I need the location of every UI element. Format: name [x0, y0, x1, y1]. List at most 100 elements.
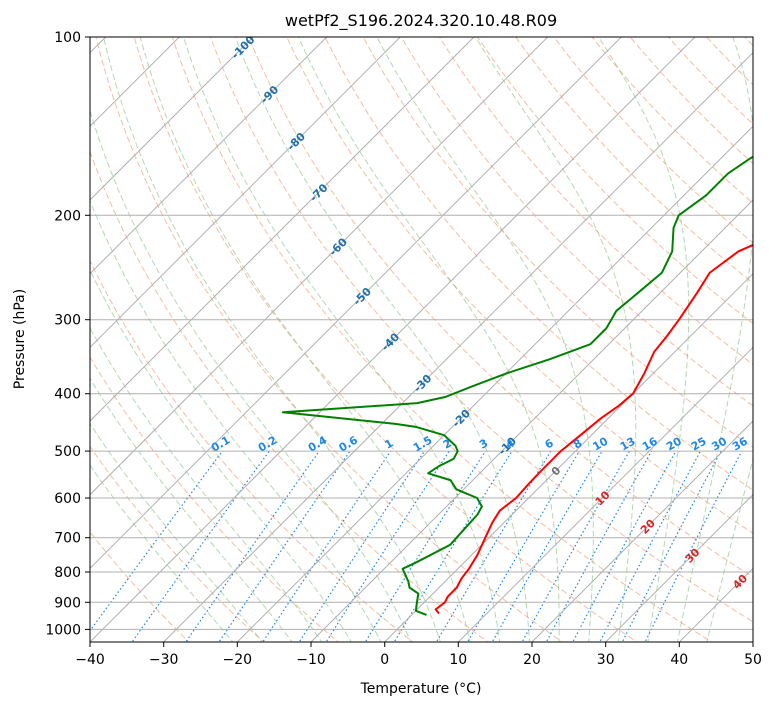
x-tick-label: −40 [75, 652, 105, 668]
mixing-ratio-label: 2 [441, 437, 454, 452]
y-tick-label: 600 [54, 491, 81, 507]
y-axis: 100 200 300 400 500 600 700 800 900 1000 [45, 30, 90, 638]
skewed-isotherm [90, 37, 181, 128]
dry-adiabat [286, 37, 753, 534]
skewed-isotherm [752, 641, 753, 642]
dry-adiabat [400, 37, 753, 407]
pressure-gridlines [90, 37, 753, 630]
x-axis-label: Temperature (°C) [360, 681, 482, 697]
mixing-ratio-line [131, 450, 270, 642]
moist-adiabat [90, 377, 293, 642]
moist-adiabat [90, 108, 412, 642]
dry-adiabat [248, 37, 753, 578]
dry-adiabat [209, 37, 753, 623]
dry-adiabat [90, 445, 265, 642]
y-tick-label: 800 [54, 565, 81, 581]
x-axis: −40 −30 −20 −10 0 10 20 30 40 50 [75, 642, 762, 668]
plot-frame [89, 36, 754, 643]
dry-adiabat [515, 37, 753, 284]
mixing-ratio-label: 3 [477, 437, 490, 452]
y-tick-label: 500 [54, 444, 81, 460]
isotherm-label: -80 [285, 130, 308, 153]
skewed-isotherms [90, 37, 753, 642]
y-tick-label: 200 [54, 208, 81, 224]
skewed-isotherm [457, 346, 753, 642]
mixing-ratio-line [185, 450, 320, 642]
moist-adiabat [90, 269, 352, 642]
skewed-isotherm [90, 37, 402, 349]
mixing-ratio-line [262, 450, 392, 642]
skewed-isotherm [90, 37, 328, 275]
isotherm-label: -90 [258, 83, 281, 106]
dry-adiabat [438, 37, 753, 366]
skewed-isotherm [604, 493, 753, 642]
moist-adiabat [474, 37, 637, 642]
moist-adiabat [598, 37, 690, 642]
moist-adiabat [90, 199, 382, 642]
y-tick-label: 100 [54, 30, 81, 46]
y-tick-label: 700 [54, 531, 81, 547]
skewed-isotherm [90, 37, 254, 201]
dry-adiabats [90, 24, 775, 645]
x-tick-label: 20 [523, 652, 541, 668]
x-tick-label: 10 [449, 652, 467, 668]
dry-adiabat [770, 24, 775, 645]
isotherm-label: -30 [411, 372, 434, 395]
x-tick-label: −30 [149, 652, 179, 668]
mixing-ratio-line [572, 450, 677, 642]
mixing-ratio-line [364, 450, 486, 642]
moist-adiabat [376, 37, 594, 642]
mixing-ratio-lines [90, 450, 743, 642]
chart-title: wetPf2_S196.2024.320.10.48.R09 [285, 11, 557, 31]
skewed-isotherm [236, 125, 753, 642]
y-tick-label: 900 [54, 595, 81, 611]
mixing-ratio-line [218, 450, 351, 642]
dry-adiabat [591, 37, 753, 204]
y-tick-label: 400 [54, 387, 81, 403]
dry-adiabat [744, 37, 753, 47]
dry-adiabat [133, 37, 638, 642]
skewed-isotherm [90, 37, 696, 642]
isotherm-label: 0 [549, 464, 564, 479]
dry-adiabat [667, 37, 753, 125]
y-tick-label: 1000 [45, 622, 81, 638]
skewed-isotherm [90, 37, 623, 570]
x-tick-label: −10 [296, 652, 326, 668]
temperature-profile-line [434, 243, 753, 615]
dry-adiabat [90, 259, 414, 642]
skewed-isotherm [162, 51, 753, 642]
x-tick-label: 40 [670, 652, 688, 668]
dry-adiabat [90, 150, 489, 642]
mixing-ratio-line [621, 450, 722, 642]
mixing-ratio-line [298, 450, 425, 642]
dewpoint-profile-line [281, 155, 753, 616]
data-series [281, 155, 753, 616]
mixing-ratio-line [599, 450, 702, 642]
mixing-ratio-label: 6 [543, 436, 556, 451]
x-tick-label: −20 [223, 652, 253, 668]
skewed-isotherm [90, 37, 475, 422]
skewed-isotherm [90, 37, 549, 496]
mixing-ratio-line [393, 450, 513, 642]
moist-adiabat [298, 37, 560, 642]
plot-area: -100-90-80-70-60-50-40-30-20-10010203040… [90, 24, 775, 645]
moist-adiabat [90, 464, 234, 642]
y-tick-label: 300 [54, 313, 81, 329]
x-tick-label: 50 [744, 652, 762, 668]
x-tick-label: 0 [380, 652, 389, 668]
mixing-ratio-line [466, 450, 580, 642]
skewed-isotherm [310, 199, 753, 642]
moist-adiabat [90, 327, 323, 642]
moist-adiabat [90, 422, 264, 642]
dry-adiabat [90, 531, 190, 642]
mixing-ratio-line [90, 450, 223, 632]
mixing-ratio-line [325, 450, 450, 642]
dry-adiabat [362, 37, 753, 449]
skewed-isotherm [531, 420, 753, 642]
skewed-isotherm [383, 272, 753, 642]
moist-adiabat [103, 37, 441, 642]
y-axis-label: Pressure (hPa) [12, 289, 28, 389]
moist-adiabat [139, 37, 471, 642]
